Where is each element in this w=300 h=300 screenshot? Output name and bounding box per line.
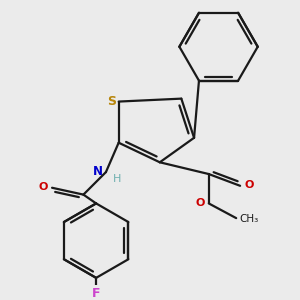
Text: O: O [39,182,48,192]
Text: CH₃: CH₃ [239,214,258,224]
Text: O: O [244,180,254,190]
Text: O: O [196,198,205,208]
Text: N: N [93,165,103,178]
Text: H: H [113,174,121,184]
Text: F: F [92,287,100,300]
Text: S: S [107,95,116,108]
